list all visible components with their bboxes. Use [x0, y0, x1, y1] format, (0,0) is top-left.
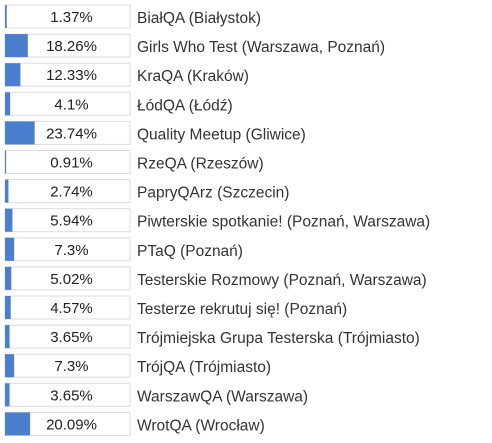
category-label: Piwterskie spotkanie! (Poznań, Warszawa) [137, 214, 430, 231]
category-label: RzeQA (Rzeszów) [137, 156, 264, 173]
bar-row: 23.74% Quality Meetup (Gliwice) [4, 120, 306, 145]
bar-value-label: 3.65% [50, 329, 93, 346]
bar-fill [5, 354, 15, 378]
bar-fill [5, 63, 21, 87]
bar-row: 2.74% PapryQArz (Szczecin) [4, 179, 289, 204]
bar-fill [5, 121, 35, 145]
category-label: Quality Meetup (Gliwice) [137, 126, 306, 143]
bar-value-label: 0.91% [50, 155, 93, 172]
category-label: Girls Who Test (Warszawa, Poznań) [137, 39, 385, 56]
bar-row: 7.3% PTaQ (Poznań) [4, 237, 243, 262]
bar-fill [5, 5, 7, 28]
bar-fill [5, 92, 11, 116]
bar-row: 4.1% ŁódQA (Łódź) [4, 91, 233, 116]
bar-row: 1.37% BiałQA (Białystok) [4, 4, 261, 29]
category-label: KraQA (Kraków) [137, 68, 249, 85]
bar-value-label: 2.74% [50, 184, 93, 201]
bar-fill [5, 150, 7, 174]
bar-value-label: 23.74% [46, 125, 97, 142]
bar-value-label: 4.1% [54, 96, 88, 113]
category-label: TrójQA (Trójmiasto) [137, 359, 271, 376]
category-label: WrotQA (Wrocław) [137, 417, 265, 434]
bar-row: 5.94% Piwterskie spotkanie! (Poznań, Wars… [4, 208, 430, 233]
bar-fill [5, 34, 28, 58]
bar-fill [5, 208, 13, 232]
bar-row: 7.3% TrójQA (Trójmiasto) [4, 353, 271, 378]
bar-row: 0.91% RzeQA (Rzeszów) [4, 150, 264, 174]
bar-value-label: 3.65% [50, 387, 93, 404]
category-label: Testerze rekrutuj się! (Poznań) [137, 301, 347, 318]
bar-value-label: 18.26% [46, 38, 97, 55]
bar-value-label: 1.37% [50, 9, 93, 26]
category-label: WarszawQA (Warszawa) [137, 388, 308, 405]
bar-fill [5, 412, 31, 436]
bar-value-label: 5.02% [50, 271, 93, 288]
bar-row: 3.65% WarszawQA (Warszawa) [4, 382, 308, 407]
bar-row: 4.57% Testerze rekrutuj się! (Poznań) [4, 295, 347, 320]
bar-row: 12.33% KraQA (Kraków) [4, 62, 249, 87]
bar-fill [5, 237, 15, 261]
bar-row: 5.02% Testerskie Rozmowy (Poznań, Warszaw… [4, 266, 427, 291]
bar-row: 3.65% Trójmiejska Grupa Testerska (Trójmi… [4, 324, 420, 349]
category-label: ŁódQA (Łódź) [137, 97, 233, 114]
category-label: PapryQArz (Szczecin) [137, 185, 289, 202]
bar-value-label: 4.57% [50, 300, 93, 317]
category-label: Testerskie Rozmowy (Poznań, Warszawa) [137, 272, 427, 289]
category-label: BiałQA (Białystok) [137, 10, 261, 27]
bar-value-label: 7.3% [54, 242, 88, 259]
category-label: Trójmiejska Grupa Testerska (Trójmiasto) [137, 330, 420, 347]
bar-fill [5, 179, 9, 203]
bar-value-label: 7.3% [54, 358, 88, 375]
bar-fill [5, 296, 11, 319]
bar-fill [5, 266, 12, 290]
bar-row: 18.26% Girls Who Test (Warszawa, Poznań) [4, 33, 385, 58]
bar-row: 20.09% WrotQA (Wrocław) [4, 411, 265, 436]
bar-value-label: 5.94% [50, 213, 93, 230]
bar-fill [5, 325, 10, 349]
category-label: PTaQ (Poznań) [137, 243, 243, 260]
bar-fill [5, 383, 10, 407]
bar-value-label: 12.33% [46, 67, 97, 84]
bar-value-label: 20.09% [46, 416, 97, 433]
